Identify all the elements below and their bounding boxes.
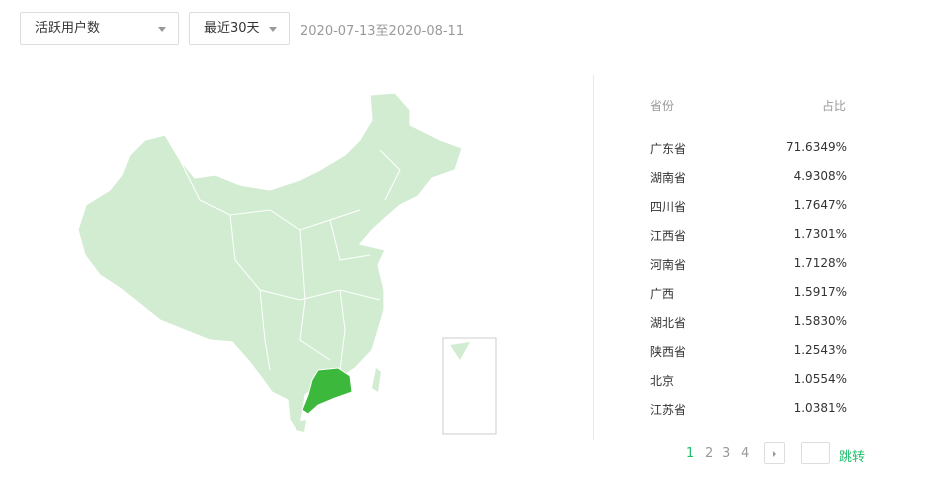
chevron-down-icon <box>269 27 277 32</box>
south-china-sea-inset <box>442 337 497 435</box>
share-value: 1.7128% <box>793 256 847 270</box>
map-region-hainan[interactable] <box>296 420 306 432</box>
table-row: 广西 1.5917% <box>650 285 847 305</box>
header-province: 省份 <box>650 99 675 113</box>
province-name: 广东省 <box>650 142 687 156</box>
table-row: 北京 1.0554% <box>650 372 847 392</box>
share-value: 1.0554% <box>793 372 847 386</box>
province-name: 湖南省 <box>650 171 687 185</box>
province-name: 北京 <box>650 374 675 388</box>
province-name: 江苏省 <box>650 403 687 417</box>
china-map[interactable] <box>0 0 590 487</box>
table-row: 湖南省 4.9308% <box>650 169 847 189</box>
page-3[interactable]: 3 <box>722 446 731 461</box>
next-page-button[interactable] <box>764 442 785 464</box>
map-region-taiwan[interactable] <box>372 368 381 392</box>
province-name: 河南省 <box>650 258 687 272</box>
share-value: 1.7301% <box>793 227 847 241</box>
date-range-text: 2020-07-13至2020-08-11 <box>300 24 465 39</box>
province-borders <box>179 149 401 371</box>
table-row: 河南省 1.7128% <box>650 256 847 276</box>
share-value: 1.2543% <box>793 343 847 357</box>
chevron-down-icon <box>158 27 166 32</box>
page-4[interactable]: 4 <box>741 446 750 461</box>
share-value: 4.9308% <box>793 169 847 183</box>
share-value: 1.7647% <box>793 198 847 212</box>
table-row: 广东省 71.6349% <box>650 140 847 160</box>
province-name: 四川省 <box>650 200 687 214</box>
page-1[interactable]: 1 <box>686 446 695 461</box>
province-name: 陕西省 <box>650 345 687 359</box>
range-select[interactable]: 最近30天 <box>189 12 290 45</box>
jump-page-input[interactable] <box>801 442 830 464</box>
metric-select[interactable]: 活跃用户数 <box>20 12 179 45</box>
province-name: 湖北省 <box>650 316 687 330</box>
header-share: 占比 <box>822 99 847 113</box>
inset-land <box>450 342 470 360</box>
map-region-guangdong[interactable] <box>301 367 353 415</box>
map-region-china[interactable] <box>77 92 463 434</box>
province-name: 江西省 <box>650 229 687 243</box>
page-2[interactable]: 2 <box>705 446 714 461</box>
divider <box>593 75 594 440</box>
share-value: 71.6349% <box>785 140 847 154</box>
table-row: 四川省 1.7647% <box>650 198 847 218</box>
share-value: 1.5917% <box>793 285 847 299</box>
share-value: 1.0381% <box>793 401 847 415</box>
caret-right-icon <box>773 451 776 457</box>
table-row: 湖北省 1.5830% <box>650 314 847 334</box>
metric-select-value: 活跃用户数 <box>35 21 101 36</box>
share-value: 1.5830% <box>793 314 847 328</box>
table-row: 江苏省 1.0381% <box>650 401 847 421</box>
range-select-value: 最近30天 <box>204 21 260 36</box>
province-name: 广西 <box>650 287 675 301</box>
table-row: 江西省 1.7301% <box>650 227 847 247</box>
jump-button[interactable]: 跳转 <box>839 450 866 465</box>
table-row: 陕西省 1.2543% <box>650 343 847 363</box>
